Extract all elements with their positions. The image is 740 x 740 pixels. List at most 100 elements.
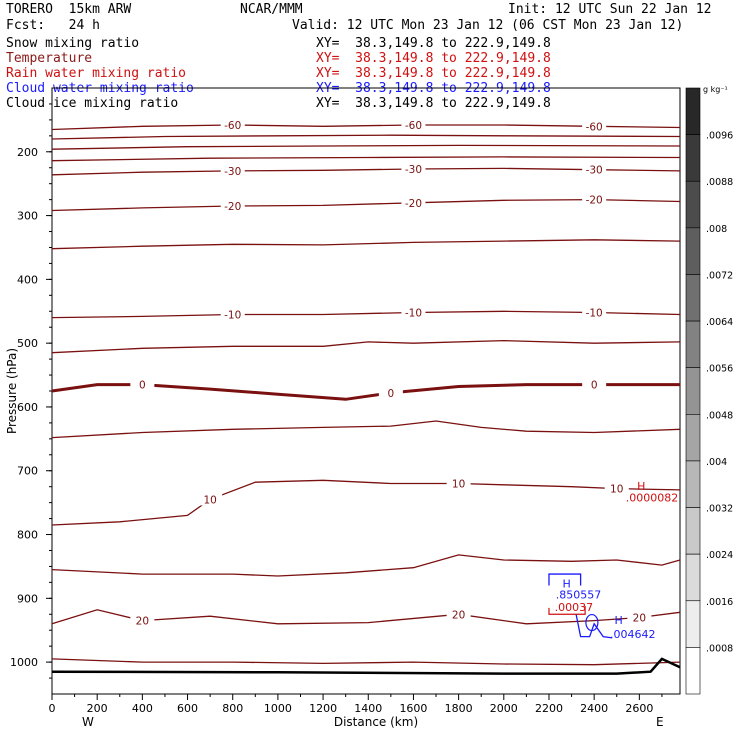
max-annotation: .00037 <box>555 601 594 614</box>
y-tick-label: 200 <box>17 146 38 159</box>
legend-entry-xy: XY= 38.3,149.8 to 222.9,149.8 <box>316 66 551 81</box>
terrain-line <box>51 657 681 675</box>
cloud-water-contour <box>548 573 582 586</box>
contour-label-bg <box>582 119 607 133</box>
colorbar-segment <box>685 414 701 462</box>
x-tick-label: 1400 <box>354 702 382 715</box>
colorbar-segment <box>685 553 701 602</box>
cloud-water-contour <box>575 614 613 639</box>
contour-label-bg <box>627 610 652 624</box>
contour-label-bg <box>604 481 629 495</box>
colorbar-label: .0048 <box>706 410 733 421</box>
colorbar-label: .0024 <box>706 550 733 561</box>
contour-label: 10 <box>452 478 465 490</box>
temperature-contour <box>51 658 681 666</box>
x-tick-label: 2400 <box>580 702 608 715</box>
y-tick-label: 900 <box>17 592 38 605</box>
x-tick-label: 2600 <box>625 702 653 715</box>
legend-entry-xy: XY= 38.3,149.8 to 222.9,149.8 <box>316 51 551 66</box>
contour-label-bg <box>130 377 155 391</box>
temperature-contour <box>51 144 681 150</box>
contour-label: 10 <box>610 484 623 496</box>
contour-label: -20 <box>405 198 422 210</box>
contour-label-bg <box>220 307 245 321</box>
legend-entry-name: Rain water mixing ratio <box>6 66 187 81</box>
colorbar-segment <box>685 320 701 368</box>
contour-label: 20 <box>452 609 465 621</box>
contour-label-bg <box>378 385 403 399</box>
contour-label: 20 <box>136 616 149 628</box>
legend-entry-xy: XY= 38.3,149.8 to 222.9,149.8 <box>316 96 551 111</box>
colorbar-segment <box>685 87 701 135</box>
x-tick-label: 2200 <box>535 702 563 715</box>
colorbar-label: .0096 <box>706 131 733 142</box>
contour-label-bg <box>198 492 223 506</box>
x-tick-label: 600 <box>177 702 198 715</box>
contour-label-bg <box>220 163 245 177</box>
temperature-contour <box>51 420 681 439</box>
contour-label: 0 <box>139 380 146 392</box>
contour-label: -30 <box>224 166 241 178</box>
contour-label: -10 <box>405 308 422 320</box>
contour-label-bg <box>220 117 245 131</box>
temperature-contour <box>51 339 681 354</box>
colorbar-segment <box>685 647 701 695</box>
temperature-contour <box>51 609 681 625</box>
temperature-contour <box>51 134 681 140</box>
max-annotation: .004642 <box>610 628 656 641</box>
contour-label-bg <box>446 476 471 490</box>
x-tick-label: 400 <box>132 702 153 715</box>
max-annotation: H <box>614 614 622 627</box>
legend-entry-name: Cloud ice mixing ratio <box>6 96 179 111</box>
colorbar-segment <box>685 274 701 322</box>
contour-label: -10 <box>586 308 603 320</box>
contour-label: -30 <box>586 165 603 177</box>
org-title: NCAR/MMM <box>240 2 303 17</box>
colorbar-segment <box>685 180 701 229</box>
contour-label-bg <box>582 377 607 391</box>
rain-water-contour <box>548 605 586 615</box>
max-annotation: .0000082 <box>626 491 679 504</box>
temperature-contour <box>51 239 681 250</box>
y-tick-label: 400 <box>17 273 38 286</box>
x-axis-label: Distance (km) <box>334 715 418 729</box>
colorbar-label: .008 <box>706 224 727 235</box>
forecast-hour: Fcst: 24 h <box>6 18 100 33</box>
cloud-water-contour <box>585 613 599 632</box>
colorbar-label: .004 <box>706 457 727 468</box>
valid-time: Valid: 12 UTC Mon 23 Jan 12 (06 CST Mon … <box>292 18 684 33</box>
contour-label: -60 <box>224 120 241 132</box>
colorbar-label: .0072 <box>706 270 733 281</box>
temperature-contour <box>51 554 681 577</box>
legend-entry-name: Cloud water mixing ratio <box>6 81 194 96</box>
legend-entry-name: Snow mixing ratio <box>6 36 140 51</box>
temperature-contour <box>51 310 681 319</box>
temperature-contour <box>51 383 680 401</box>
contour-label: 0 <box>388 388 395 400</box>
contour-label-bg <box>401 162 426 176</box>
legend-entry-xy: XY= 38.3,149.8 to 222.9,149.8 <box>316 36 551 51</box>
colorbar-label: .0008 <box>706 643 733 654</box>
colorbar-segment <box>685 460 701 508</box>
contour-label-bg <box>130 613 155 627</box>
contour-label: 20 <box>633 612 646 624</box>
colorbar-segment <box>685 367 701 415</box>
contour-label: -60 <box>586 121 603 133</box>
x-end-label-left: W <box>82 715 94 729</box>
contour-label-bg <box>582 162 607 176</box>
contour-label: -60 <box>405 120 422 132</box>
colorbar-label: .0064 <box>706 317 733 328</box>
contour-label: -20 <box>224 201 241 213</box>
x-tick-label: 1000 <box>264 702 292 715</box>
contour-label-bg <box>446 607 471 621</box>
y-tick-label: 600 <box>17 401 38 414</box>
contour-label: -10 <box>224 309 241 321</box>
colorbar-label: .0056 <box>706 364 733 375</box>
colorbar-label: .0032 <box>706 504 733 515</box>
colorbar-unit: g kg⁻¹ <box>703 85 728 94</box>
temperature-contour <box>51 198 681 212</box>
x-end-label-right: E <box>656 715 664 729</box>
contour-label-bg <box>582 305 607 319</box>
colorbar-label: .0016 <box>706 597 733 608</box>
